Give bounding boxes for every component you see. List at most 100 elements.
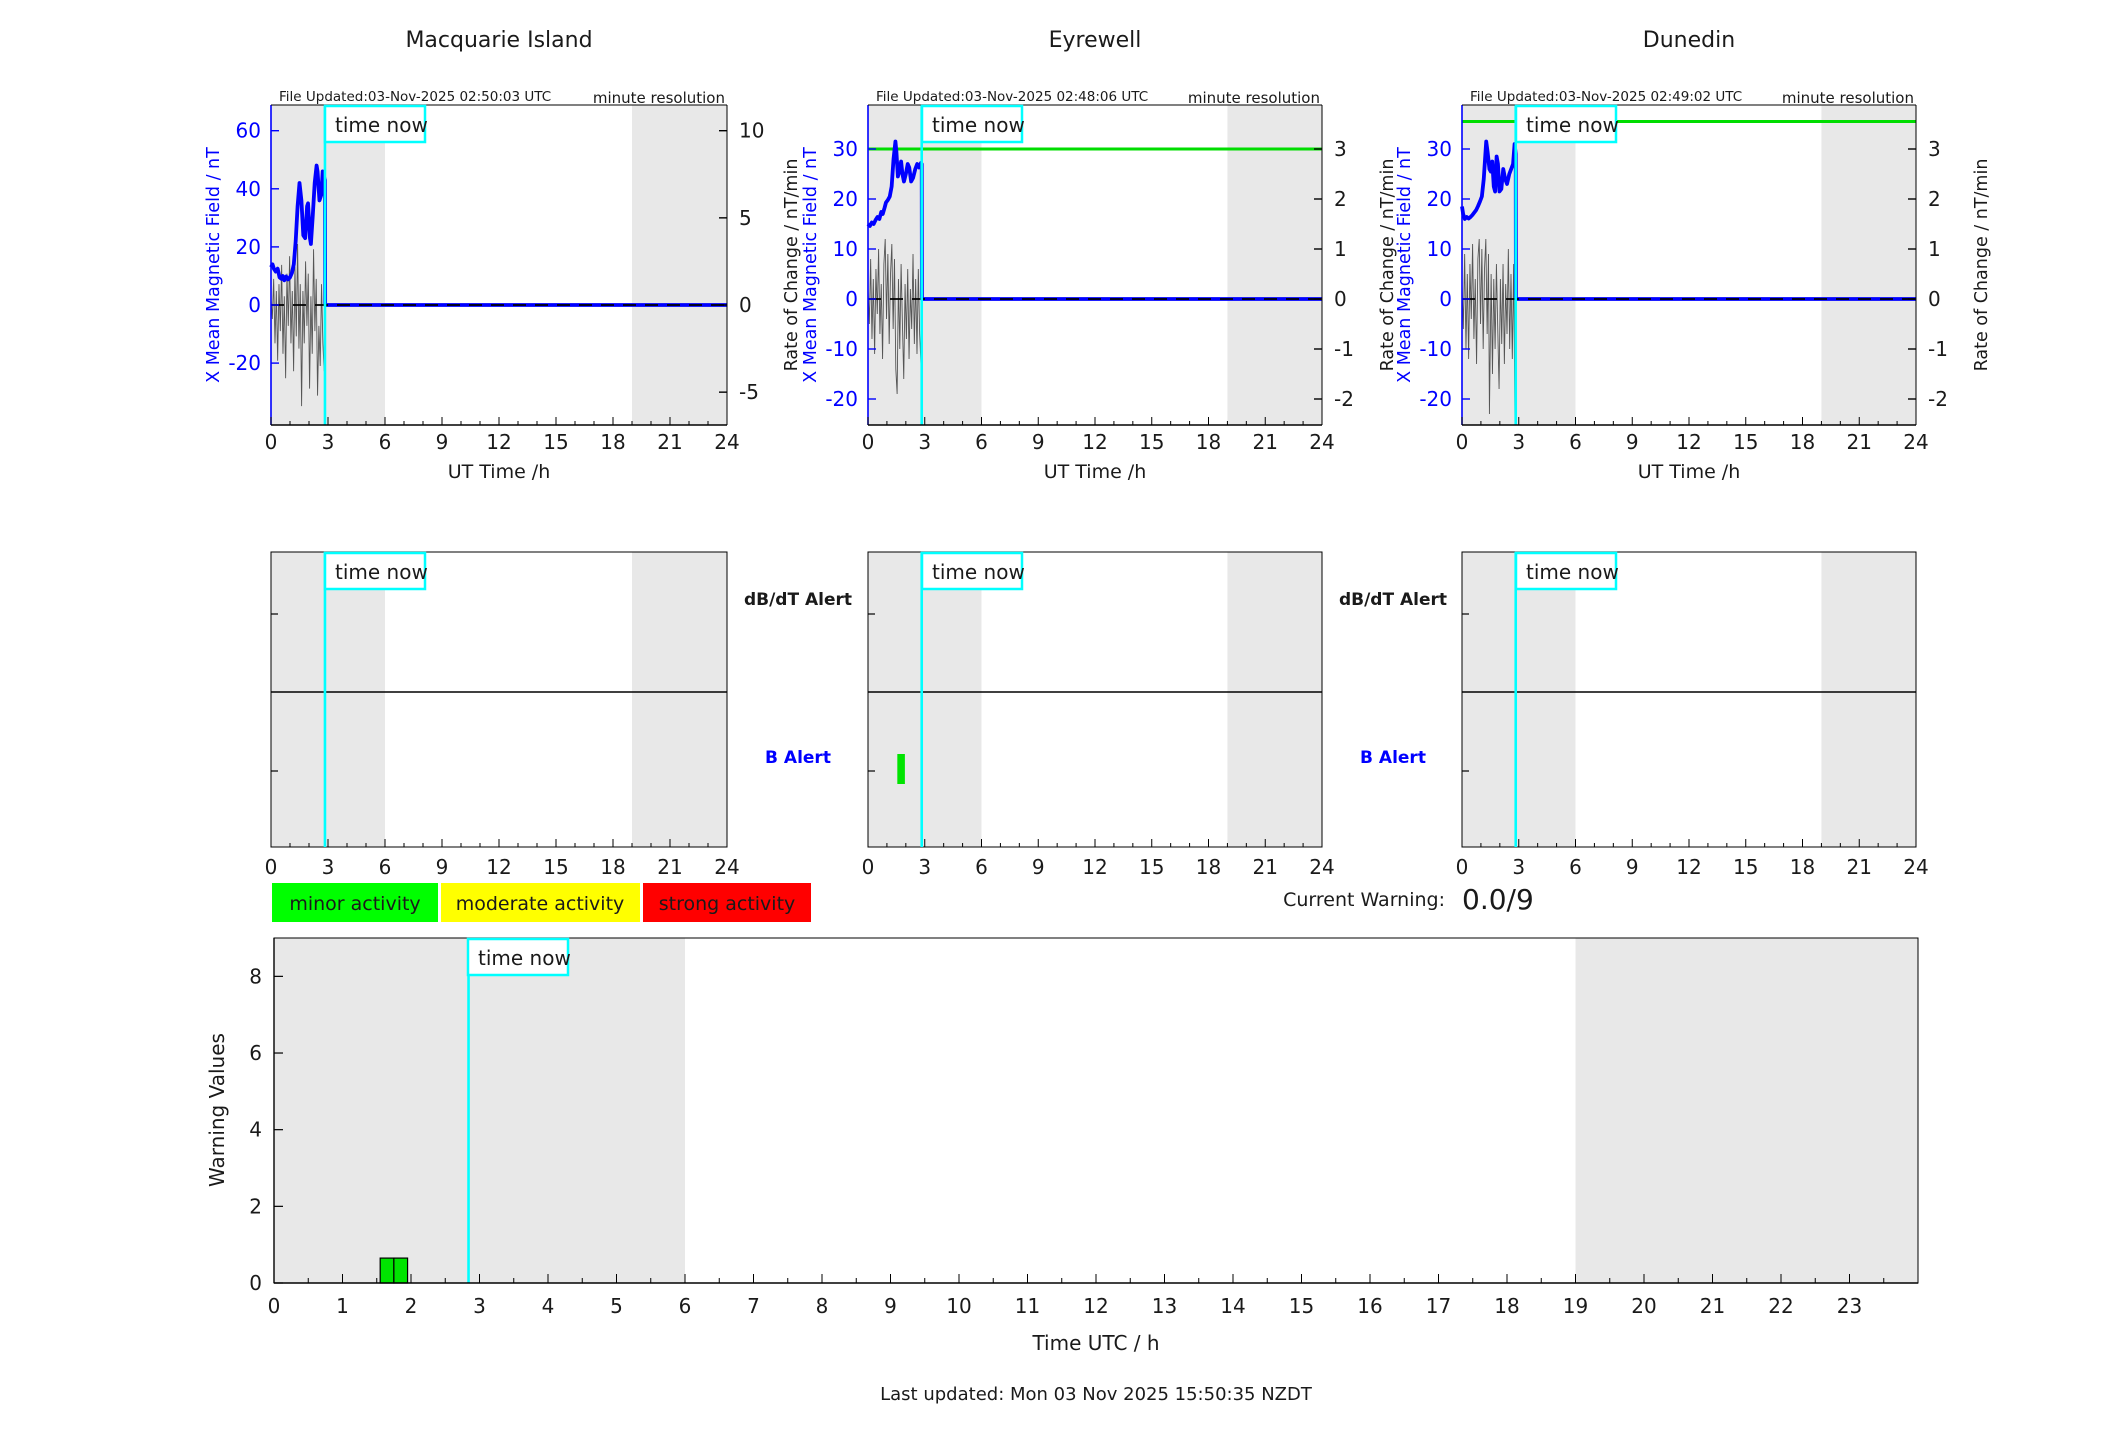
y-tick-label-right: -1 <box>1334 337 1354 361</box>
x-tick-label: 18 <box>1790 855 1815 879</box>
x-tick-label: 15 <box>543 430 568 454</box>
magnetic-field-line <box>1460 139 1916 301</box>
x-tick-label: 18 <box>1494 1294 1519 1318</box>
page-title: Macquarie Island <box>405 28 592 53</box>
y-tick-label-left: 0 <box>1439 287 1452 311</box>
magnetic-field-chart-macquarie: 0 3 6 9 12 15 18 21 24 60 40 20 0 -20 10 5 0 -5 <box>228 104 764 454</box>
time-now-flag: time now <box>920 104 1025 144</box>
x-tick-label: 6 <box>679 1294 692 1318</box>
moderate-activity-label: moderate activity <box>456 893 625 915</box>
x-tick-label: 22 <box>1768 1294 1793 1318</box>
x-tick-label: 24 <box>1309 430 1334 454</box>
x-tick-label: 9 <box>884 1294 897 1318</box>
magnetic-field-line <box>866 139 1322 301</box>
rate-of-change-line <box>1461 238 1517 422</box>
x-tick-label: 15 <box>1139 430 1164 454</box>
time-now-flag: time now <box>1514 104 1619 144</box>
x-tick-label: 3 <box>918 855 931 879</box>
y-tick-label-right: 2 <box>1334 187 1347 211</box>
x-tick-label: 8 <box>816 1294 829 1318</box>
dbdt-alert-label: dB/dT Alert <box>1339 590 1447 610</box>
shaded-region <box>1821 552 1916 847</box>
x-tick-label: 3 <box>1512 855 1525 879</box>
y-tick-label-right: 3 <box>1928 137 1941 161</box>
alert-panel-macquarie: 0 3 6 9 12 15 18 21 24 <box>265 551 740 879</box>
resolution-note: minute resolution <box>1188 89 1320 107</box>
x-tick-label: 12 <box>1676 855 1701 879</box>
shaded-region <box>274 938 685 1283</box>
dbdt-alert-label: dB/dT Alert <box>744 590 852 610</box>
shaded-region <box>271 105 385 425</box>
x-tick-label: 12 <box>486 855 511 879</box>
x-axis-label: UT Time /h <box>448 461 551 483</box>
time-now-flag: time now <box>1514 551 1619 591</box>
x-tick-label: 9 <box>1626 855 1639 879</box>
y-tick-label-right: 5 <box>739 206 752 230</box>
y-tick-label-left: 20 <box>236 235 261 259</box>
rate-of-change-line <box>867 238 923 395</box>
y-axis-label-left: X Mean Magnetic Field / nT <box>801 147 821 383</box>
shaded-region <box>868 552 982 847</box>
x-tick-label: 21 <box>1253 855 1278 879</box>
time-now-text: time now <box>1526 113 1619 137</box>
rate-of-change-line <box>270 243 326 407</box>
x-tick-label: 0 <box>268 1294 281 1318</box>
y-tick-label-right: -2 <box>1334 387 1354 411</box>
time-now-flag: time now <box>323 551 428 591</box>
x-tick-label: 3 <box>473 1294 486 1318</box>
y-tick-label-right: 1 <box>1928 237 1941 261</box>
y-axis-label-right: Rate of Change / nT/min <box>1972 159 1992 372</box>
time-now-text: time now <box>478 946 571 970</box>
shaded-region <box>1462 552 1576 847</box>
x-tick-label: 9 <box>1032 430 1045 454</box>
y-tick-label: 6 <box>249 1041 262 1065</box>
x-tick-label: 6 <box>379 855 392 879</box>
y-tick-label-right: 3 <box>1334 137 1347 161</box>
shaded-region <box>632 105 727 425</box>
b-alert-label: B Alert <box>765 748 831 768</box>
y-tick-label-left: 20 <box>833 187 858 211</box>
y-tick-label-left: 10 <box>833 237 858 261</box>
time-utc-axis-label: Time UTC / h <box>1031 1331 1159 1355</box>
y-tick-label-left: 10 <box>1427 237 1452 261</box>
x-tick-label: 6 <box>1569 430 1582 454</box>
warning-values-axis-label: Warning Values <box>205 1033 229 1187</box>
x-tick-label: 1 <box>336 1294 349 1318</box>
x-tick-label: 0 <box>862 430 875 454</box>
y-tick-label-left: 30 <box>1427 137 1452 161</box>
x-tick-label: 12 <box>1082 430 1107 454</box>
y-tick-label-right: -5 <box>739 380 759 404</box>
y-tick-label-right: -2 <box>1928 387 1948 411</box>
y-axis-label-right: Rate of Change / nT/min <box>782 159 802 372</box>
x-tick-label: 3 <box>322 855 335 879</box>
y-tick-label: 8 <box>249 964 262 988</box>
time-now-text: time now <box>335 560 428 584</box>
x-axis-label: UT Time /h <box>1638 461 1741 483</box>
shaded-region <box>868 105 982 425</box>
y-tick-label-left: 40 <box>236 177 261 201</box>
activity-legend: minor activity moderate activity strong … <box>272 883 811 922</box>
x-tick-label: 18 <box>600 855 625 879</box>
x-tick-label: 3 <box>322 430 335 454</box>
time-now-text: time now <box>1526 560 1619 584</box>
current-warning-value: 0.0/9 <box>1462 883 1534 916</box>
x-tick-label: 14 <box>1220 1294 1245 1318</box>
minor-activity-label: minor activity <box>289 893 420 915</box>
x-tick-label: 9 <box>1032 855 1045 879</box>
x-tick-label: 21 <box>1700 1294 1725 1318</box>
x-tick-label: 21 <box>1847 430 1872 454</box>
y-tick-label-right: 0 <box>1928 287 1941 311</box>
time-now-flag: time now <box>323 104 428 144</box>
x-tick-label: 6 <box>975 430 988 454</box>
x-tick-label: 21 <box>1847 855 1872 879</box>
x-tick-label: 9 <box>436 855 449 879</box>
y-tick-label-right: 0 <box>1334 287 1347 311</box>
x-tick-label: 12 <box>486 430 511 454</box>
time-now-text: time now <box>932 560 1025 584</box>
x-tick-label: 6 <box>379 430 392 454</box>
x-tick-label: 0 <box>1456 855 1469 879</box>
x-tick-label: 0 <box>1456 430 1469 454</box>
